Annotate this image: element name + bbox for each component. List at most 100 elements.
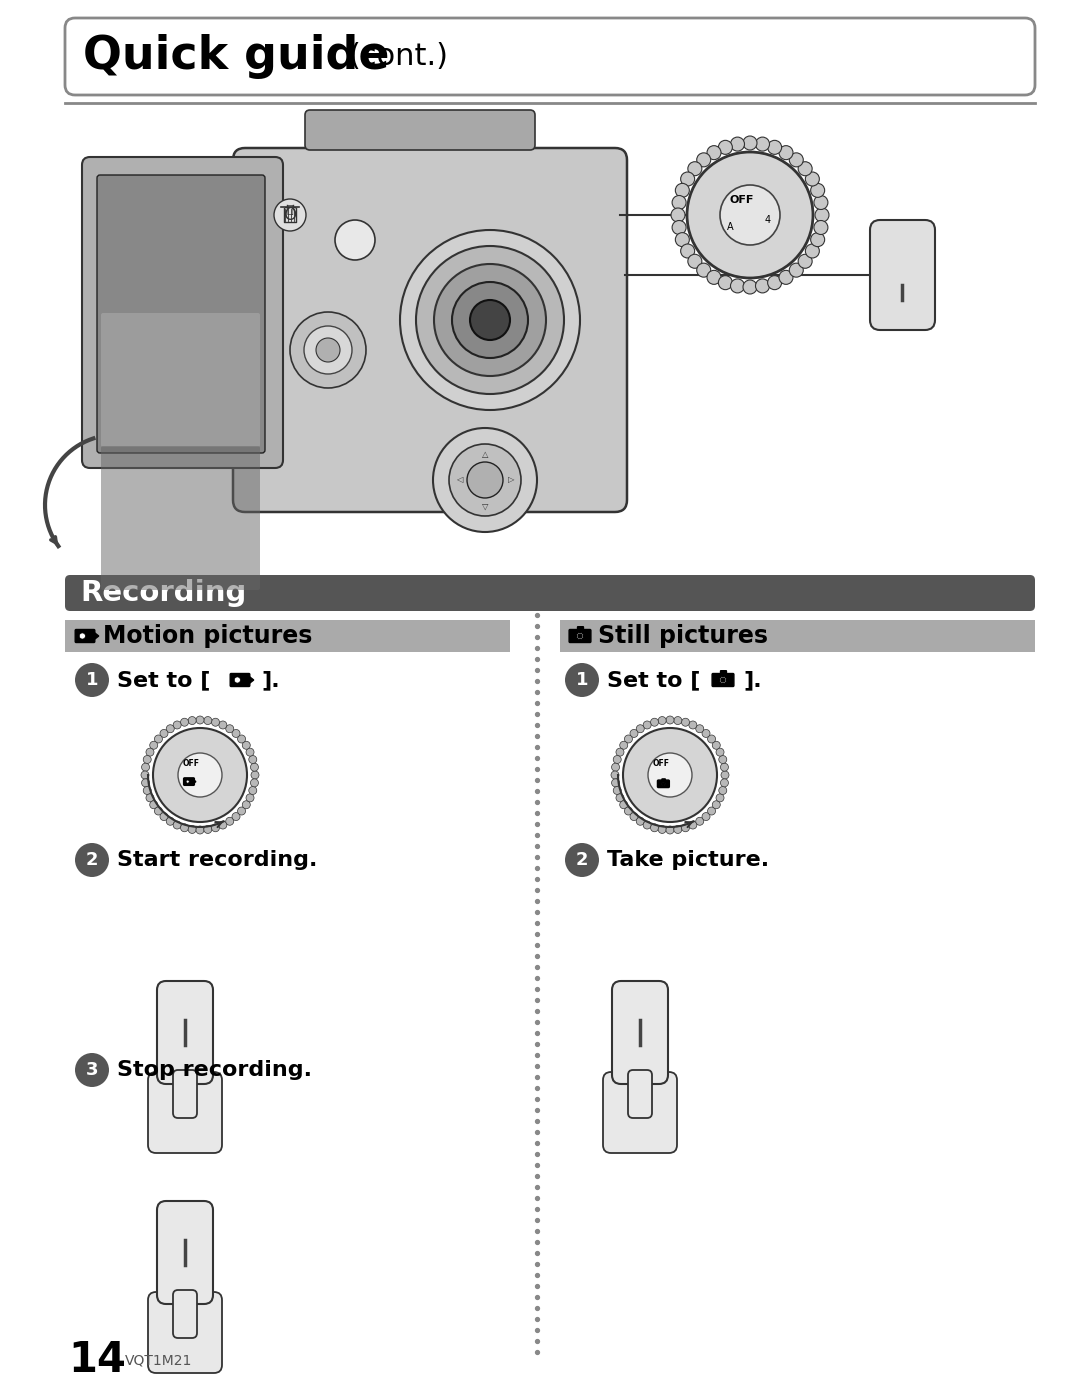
Circle shape xyxy=(720,778,728,787)
Circle shape xyxy=(141,763,149,771)
Circle shape xyxy=(160,813,168,820)
Text: 1: 1 xyxy=(85,671,98,689)
Circle shape xyxy=(697,152,711,166)
Circle shape xyxy=(756,279,770,293)
Circle shape xyxy=(160,729,168,738)
Text: Take picture.: Take picture. xyxy=(607,849,769,870)
FancyBboxPatch shape xyxy=(603,1071,677,1153)
Circle shape xyxy=(226,725,233,733)
Circle shape xyxy=(141,771,149,780)
Circle shape xyxy=(335,219,375,260)
Polygon shape xyxy=(94,633,98,640)
Circle shape xyxy=(219,721,227,729)
FancyBboxPatch shape xyxy=(627,1070,652,1118)
Circle shape xyxy=(620,742,627,749)
Circle shape xyxy=(707,145,721,159)
Circle shape xyxy=(644,821,651,828)
Circle shape xyxy=(79,633,85,638)
Circle shape xyxy=(153,728,247,821)
Circle shape xyxy=(75,1053,109,1087)
Circle shape xyxy=(707,735,716,743)
Circle shape xyxy=(688,254,702,268)
Circle shape xyxy=(721,771,729,780)
FancyBboxPatch shape xyxy=(65,576,1035,610)
Text: 14: 14 xyxy=(68,1338,126,1382)
FancyBboxPatch shape xyxy=(230,673,249,686)
Circle shape xyxy=(613,787,621,795)
Text: A: A xyxy=(727,222,733,232)
FancyBboxPatch shape xyxy=(578,627,583,631)
Circle shape xyxy=(577,633,583,640)
Text: ].: ]. xyxy=(743,671,761,690)
Circle shape xyxy=(716,793,724,802)
Circle shape xyxy=(789,152,804,166)
FancyBboxPatch shape xyxy=(148,1292,222,1373)
Circle shape xyxy=(251,771,259,780)
Circle shape xyxy=(611,763,620,771)
Circle shape xyxy=(238,735,245,743)
Circle shape xyxy=(316,338,340,362)
Circle shape xyxy=(195,826,204,834)
Circle shape xyxy=(779,145,793,159)
FancyBboxPatch shape xyxy=(157,981,213,1084)
Circle shape xyxy=(672,221,686,235)
Text: △: △ xyxy=(482,450,488,458)
FancyBboxPatch shape xyxy=(102,446,260,590)
Circle shape xyxy=(613,756,621,764)
Text: Ω: Ω xyxy=(284,201,296,219)
Circle shape xyxy=(173,821,181,828)
Circle shape xyxy=(806,244,820,258)
Circle shape xyxy=(178,753,222,798)
Circle shape xyxy=(658,826,666,834)
FancyBboxPatch shape xyxy=(157,1201,213,1303)
Circle shape xyxy=(743,279,757,293)
Circle shape xyxy=(303,326,352,374)
FancyBboxPatch shape xyxy=(233,148,627,511)
Circle shape xyxy=(644,721,651,729)
Text: ⬛: ⬛ xyxy=(286,205,294,215)
Text: Set to [: Set to [ xyxy=(607,671,700,690)
Circle shape xyxy=(650,718,659,726)
Circle shape xyxy=(75,842,109,877)
FancyBboxPatch shape xyxy=(65,620,510,652)
Circle shape xyxy=(154,735,162,743)
Circle shape xyxy=(702,729,710,738)
Circle shape xyxy=(248,787,257,795)
Circle shape xyxy=(173,721,181,729)
Circle shape xyxy=(680,172,694,186)
Circle shape xyxy=(144,787,151,795)
Circle shape xyxy=(713,742,720,749)
Circle shape xyxy=(688,162,702,176)
Circle shape xyxy=(195,717,204,724)
Circle shape xyxy=(232,813,240,820)
FancyBboxPatch shape xyxy=(82,156,283,468)
Circle shape xyxy=(565,664,599,697)
Polygon shape xyxy=(193,780,195,784)
Circle shape xyxy=(204,717,212,725)
Circle shape xyxy=(636,725,645,733)
Circle shape xyxy=(238,807,245,814)
Text: Set to [: Set to [ xyxy=(117,671,211,690)
Circle shape xyxy=(689,821,697,828)
Text: Stop recording.: Stop recording. xyxy=(117,1060,312,1080)
Circle shape xyxy=(226,817,233,826)
Text: 4: 4 xyxy=(765,215,771,225)
Circle shape xyxy=(666,717,674,724)
Circle shape xyxy=(716,749,724,756)
Circle shape xyxy=(768,275,782,289)
Circle shape xyxy=(620,800,627,809)
Text: Still pictures: Still pictures xyxy=(598,624,768,648)
Circle shape xyxy=(246,793,254,802)
Circle shape xyxy=(242,742,251,749)
Circle shape xyxy=(400,231,580,409)
Text: ▽: ▽ xyxy=(482,502,488,510)
Circle shape xyxy=(779,271,793,285)
Circle shape xyxy=(180,718,189,726)
Circle shape xyxy=(212,718,219,726)
Circle shape xyxy=(756,137,770,151)
Circle shape xyxy=(146,793,154,802)
Circle shape xyxy=(630,813,638,820)
Text: 1: 1 xyxy=(576,671,589,689)
Circle shape xyxy=(242,800,251,809)
Circle shape xyxy=(251,778,258,787)
